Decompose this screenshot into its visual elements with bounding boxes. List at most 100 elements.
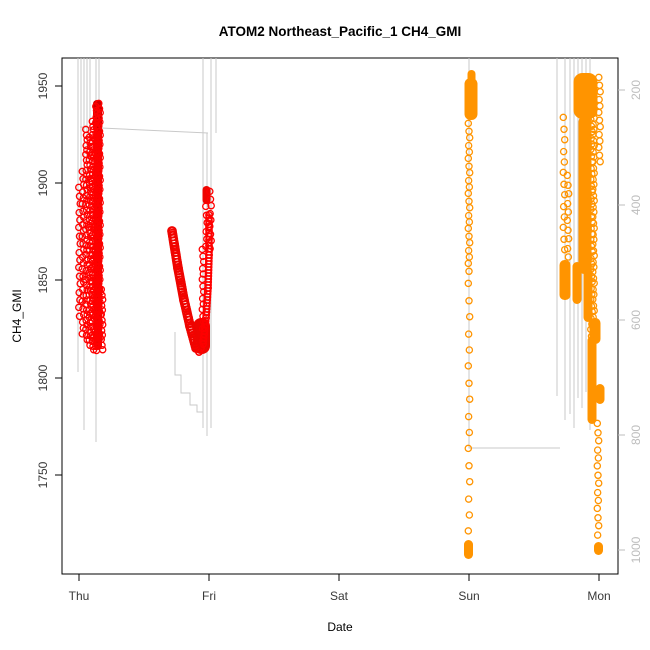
data-point-circle (588, 277, 596, 286)
data-point-circle (197, 344, 205, 352)
data-point-circle (96, 243, 104, 252)
x-tick-label: Sun (458, 589, 479, 603)
data-point-circle (98, 341, 106, 350)
data-point-circle (593, 462, 602, 470)
data-point-circle (96, 253, 104, 261)
data-point-circle (465, 428, 474, 437)
data-point-circle (589, 247, 598, 255)
x-axis-label: Date (327, 620, 353, 634)
data-point-circle (97, 326, 106, 335)
data-point-circle (88, 277, 97, 286)
y-right-tick-label: 200 (629, 80, 643, 100)
data-point-circle (593, 446, 602, 454)
data-point-circle (78, 200, 87, 208)
data-point-circle (98, 291, 106, 300)
data-point-circle (595, 108, 603, 117)
data-point-circle (199, 282, 207, 291)
data-point-circle (75, 232, 84, 241)
data-point-circle (95, 127, 104, 136)
data-point-circle (95, 105, 104, 113)
data-point-circle (588, 320, 596, 328)
data-point-circle (594, 479, 603, 487)
data-point-circle (205, 211, 213, 219)
data-point-circle (465, 395, 474, 403)
data-point-circle (464, 527, 473, 535)
data-point-circle (96, 198, 104, 207)
data-point-circle (465, 477, 474, 486)
data-point-circle (96, 221, 104, 229)
data-point-circle (464, 279, 473, 288)
dense-point-mass (587, 336, 597, 424)
data-point-circle (75, 208, 83, 217)
data-point-circle (563, 216, 572, 225)
data-point-circle (78, 265, 87, 273)
data-point-circle (96, 163, 104, 171)
data-point-circle (587, 332, 596, 341)
gray-trace-line (174, 332, 204, 428)
data-point-circle (564, 234, 573, 243)
data-point-circle (594, 496, 603, 505)
data-point-circle (587, 115, 595, 124)
data-point-circle (588, 187, 596, 196)
data-point-circle (587, 272, 596, 281)
data-point-circle (587, 224, 595, 233)
data-point-circle (587, 122, 596, 131)
data-point-circle (95, 99, 103, 108)
data-point-circle (559, 113, 568, 122)
data-point-circle (589, 313, 597, 321)
data-point-circle (594, 429, 602, 437)
data-point-circle (465, 267, 473, 276)
data-point-circle (594, 471, 602, 480)
data-point-circle (465, 297, 473, 305)
data-point-circle (465, 168, 474, 177)
data-point-circle (587, 325, 595, 334)
data-point-circle (588, 247, 596, 256)
data-point-circle (95, 204, 103, 212)
data-point-circle (95, 144, 103, 153)
data-point-circle (464, 362, 473, 370)
data-point-circle (75, 312, 84, 321)
data-point-circle (587, 295, 595, 304)
data-point-circle (559, 147, 568, 156)
data-point-circle (587, 145, 595, 154)
data-point-circle (588, 230, 596, 238)
data-point-circle (96, 108, 104, 117)
data-point-circle (96, 275, 104, 284)
data-point-circle (560, 190, 569, 199)
plot-frame (61, 57, 619, 575)
data-point-circle (96, 208, 104, 216)
data-point-circle (464, 259, 473, 268)
data-point-circle (596, 87, 604, 96)
data-point-circle (587, 284, 595, 293)
data-point-circle (95, 212, 103, 220)
data-point-circle (587, 194, 595, 203)
data-point-circle (588, 157, 596, 166)
data-point-circle (464, 224, 473, 233)
data-point-circle (98, 306, 107, 314)
data-point-circle (560, 235, 568, 244)
data-point-circle (465, 238, 474, 247)
y-right-tick-label: 400 (629, 195, 643, 215)
data-point-circle (560, 125, 568, 134)
data-point-circle (589, 93, 597, 101)
data-point-circle (560, 158, 569, 166)
data-point-circle (465, 462, 473, 470)
data-point-circle (587, 212, 596, 221)
data-point-circle (95, 114, 103, 122)
data-point-circle (97, 301, 106, 310)
data-point-circle (78, 330, 87, 338)
data-point-circle (588, 260, 596, 268)
data-point-circle (596, 157, 604, 166)
data-point-circle (587, 302, 596, 311)
y-left-tick-label: 1900 (36, 169, 50, 196)
data-point-circle (563, 171, 572, 180)
data-point-circle (95, 226, 103, 235)
dense-point-mass (202, 186, 211, 204)
data-point-circle (587, 314, 595, 323)
data-point-circle (75, 303, 83, 312)
y-left-tick-label: 1850 (36, 266, 50, 293)
dense-point-mass (559, 260, 571, 300)
data-point-circle (588, 127, 596, 136)
data-point-circle (96, 140, 104, 149)
